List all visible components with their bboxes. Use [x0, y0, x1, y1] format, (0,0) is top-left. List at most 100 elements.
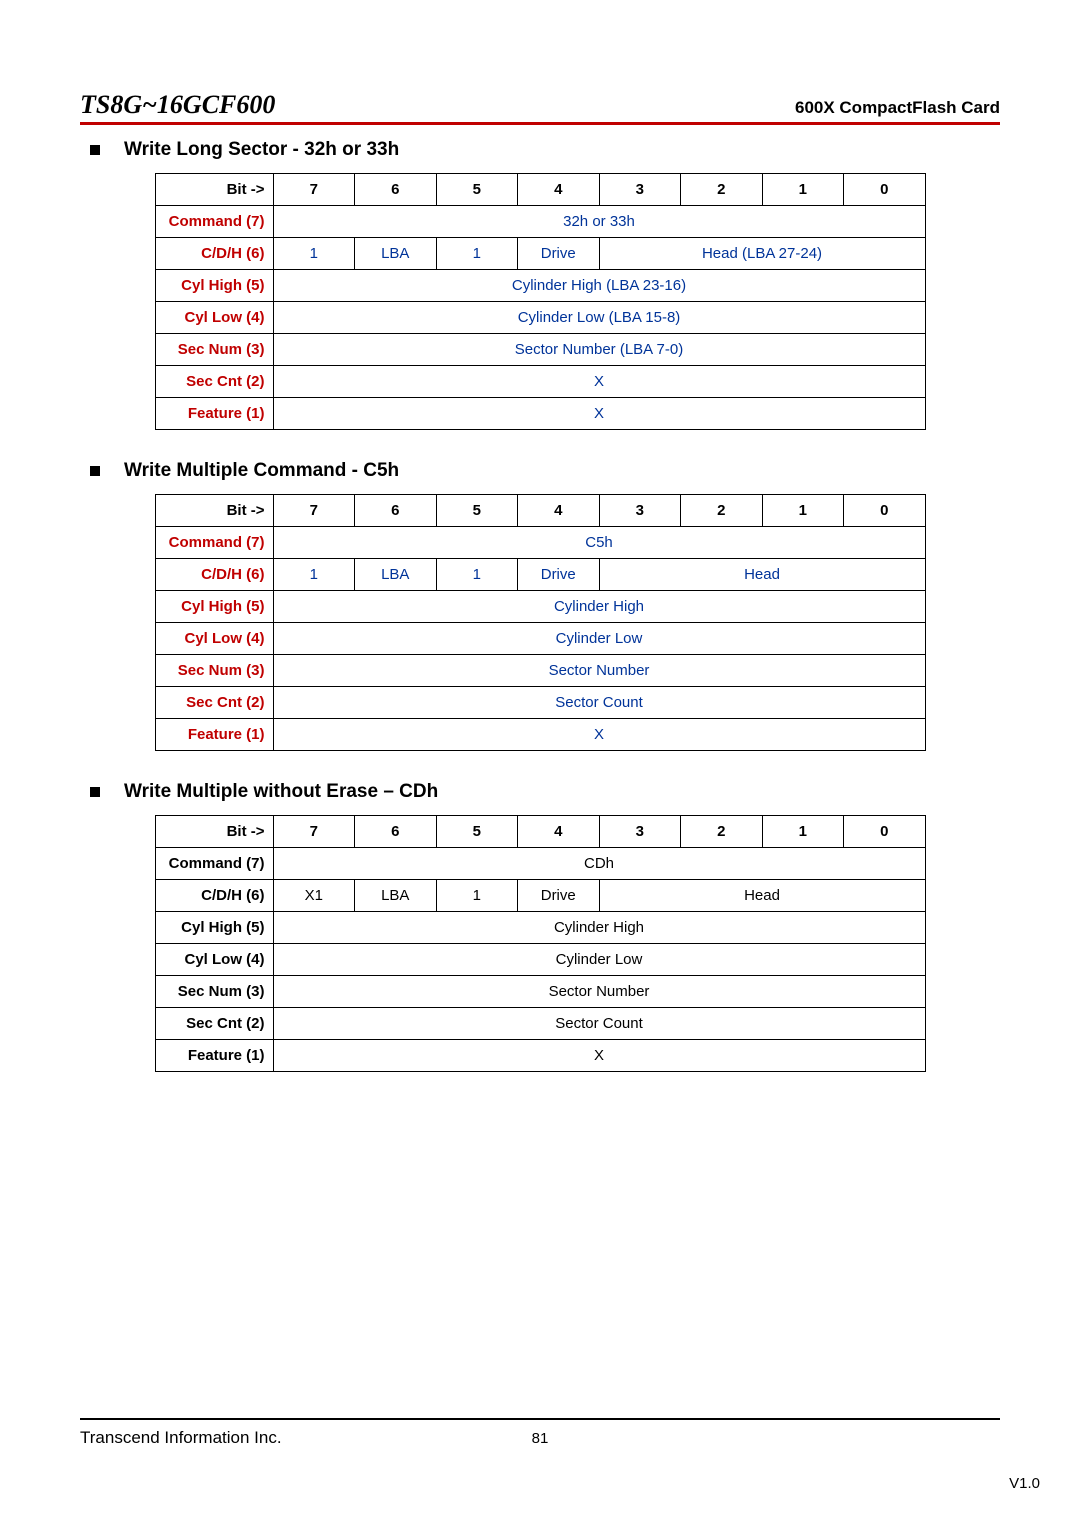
table-row: Sec Cnt (2)Sector Count	[155, 687, 925, 719]
table-cell: X	[273, 366, 925, 398]
table-row: Sec Cnt (2)X	[155, 366, 925, 398]
row-label: Bit ->	[155, 495, 273, 527]
table-cell: LBA	[355, 559, 437, 591]
row-label: Feature (1)	[155, 1040, 273, 1072]
section-header: Write Long Sector - 32h or 33h	[90, 139, 1000, 161]
table-cell: X	[273, 398, 925, 430]
table-cell: 6	[355, 495, 437, 527]
row-label: Sec Num (3)	[155, 655, 273, 687]
table-row: Feature (1)X	[155, 398, 925, 430]
table-cell: 3	[599, 495, 681, 527]
page: TS8G~16GCF600 600X CompactFlash Card Wri…	[0, 0, 1080, 1162]
table-cell: 1	[762, 816, 844, 848]
table-cell: Cylinder High (LBA 23-16)	[273, 270, 925, 302]
table-row: Command (7)C5h	[155, 527, 925, 559]
row-label: Sec Cnt (2)	[155, 687, 273, 719]
table-row: Sec Num (3)Sector Number (LBA 7-0)	[155, 334, 925, 366]
table-cell: 4	[518, 174, 600, 206]
table-row: Feature (1)X	[155, 719, 925, 751]
row-label: C/D/H (6)	[155, 880, 273, 912]
table-cell: Sector Number	[273, 976, 925, 1008]
table-cell: 0	[844, 495, 926, 527]
table-cell: 4	[518, 816, 600, 848]
table-cell: Drive	[518, 880, 600, 912]
row-label: Cyl Low (4)	[155, 944, 273, 976]
row-label: Cyl Low (4)	[155, 623, 273, 655]
table-cell: 2	[681, 495, 763, 527]
table-row: C/D/H (6)1LBA1DriveHead (LBA 27-24)	[155, 238, 925, 270]
register-table: Bit ->76543210Command (7)CDhC/D/H (6)X1L…	[155, 815, 926, 1072]
product-label: 600X CompactFlash Card	[795, 98, 1000, 118]
table-row: Command (7)CDh	[155, 848, 925, 880]
bullet-icon	[90, 145, 100, 155]
table-cell: 32h or 33h	[273, 206, 925, 238]
table-cell: 1	[436, 880, 518, 912]
row-label: Feature (1)	[155, 719, 273, 751]
table-cell: 1	[273, 238, 355, 270]
section-header: Write Multiple Command - C5h	[90, 460, 1000, 482]
table-cell: 3	[599, 174, 681, 206]
table-cell: 0	[844, 816, 926, 848]
table-cell: 7	[273, 174, 355, 206]
table-row: Feature (1)X	[155, 1040, 925, 1072]
table-row: Cyl Low (4)Cylinder Low (LBA 15-8)	[155, 302, 925, 334]
section-header: Write Multiple without Erase – CDh	[90, 781, 1000, 803]
table-row: C/D/H (6)X1LBA1DriveHead	[155, 880, 925, 912]
row-label: C/D/H (6)	[155, 238, 273, 270]
section-title: Write Multiple Command - C5h	[124, 460, 399, 482]
table-cell: 7	[273, 816, 355, 848]
table-cell: Head	[599, 559, 925, 591]
row-label: Command (7)	[155, 527, 273, 559]
row-label: Sec Cnt (2)	[155, 1008, 273, 1040]
table-row: Cyl High (5)Cylinder High	[155, 591, 925, 623]
table-cell: Sector Number	[273, 655, 925, 687]
footer-page-number: 81	[532, 1430, 549, 1447]
table-cell: 5	[436, 495, 518, 527]
table-cell: 4	[518, 495, 600, 527]
table-cell: 1	[436, 559, 518, 591]
footer-company: Transcend Information Inc.	[80, 1428, 282, 1448]
table-cell: 1	[762, 174, 844, 206]
table-cell: Cylinder Low	[273, 944, 925, 976]
table-cell: 5	[436, 174, 518, 206]
table-cell: Sector Number (LBA 7-0)	[273, 334, 925, 366]
table-row: Sec Cnt (2)Sector Count	[155, 1008, 925, 1040]
table-cell: Head	[599, 880, 925, 912]
row-label: Feature (1)	[155, 398, 273, 430]
footer-version: V1.0	[1009, 1475, 1040, 1492]
table-row: Sec Num (3)Sector Number	[155, 655, 925, 687]
section-title: Write Long Sector - 32h or 33h	[124, 139, 399, 161]
table-cell: X	[273, 1040, 925, 1072]
table-cell: C5h	[273, 527, 925, 559]
row-label: Bit ->	[155, 816, 273, 848]
row-label: Cyl High (5)	[155, 912, 273, 944]
row-label: C/D/H (6)	[155, 559, 273, 591]
row-label: Sec Cnt (2)	[155, 366, 273, 398]
title-bar: TS8G~16GCF600 600X CompactFlash Card	[80, 90, 1000, 125]
content: Write Long Sector - 32h or 33hBit ->7654…	[80, 139, 1000, 1072]
table-cell: 2	[681, 174, 763, 206]
table-cell: Cylinder Low (LBA 15-8)	[273, 302, 925, 334]
bullet-icon	[90, 787, 100, 797]
table-row: Bit ->76543210	[155, 816, 925, 848]
table-cell: 1	[273, 559, 355, 591]
table-cell: Drive	[518, 559, 600, 591]
table-row: Sec Num (3)Sector Number	[155, 976, 925, 1008]
row-label: Sec Num (3)	[155, 976, 273, 1008]
table-cell: 6	[355, 174, 437, 206]
table-row: Command (7)32h or 33h	[155, 206, 925, 238]
table-cell: LBA	[355, 880, 437, 912]
table-row: Cyl High (5)Cylinder High	[155, 912, 925, 944]
table-cell: Cylinder High	[273, 591, 925, 623]
table-cell: 7	[273, 495, 355, 527]
row-label: Cyl High (5)	[155, 270, 273, 302]
row-label: Bit ->	[155, 174, 273, 206]
table-cell: 5	[436, 816, 518, 848]
table-cell: Cylinder Low	[273, 623, 925, 655]
table-cell: 1	[762, 495, 844, 527]
table-row: C/D/H (6)1LBA1DriveHead	[155, 559, 925, 591]
table-cell: X	[273, 719, 925, 751]
section-title: Write Multiple without Erase – CDh	[124, 781, 438, 803]
table-cell: X1	[273, 880, 355, 912]
bullet-icon	[90, 466, 100, 476]
